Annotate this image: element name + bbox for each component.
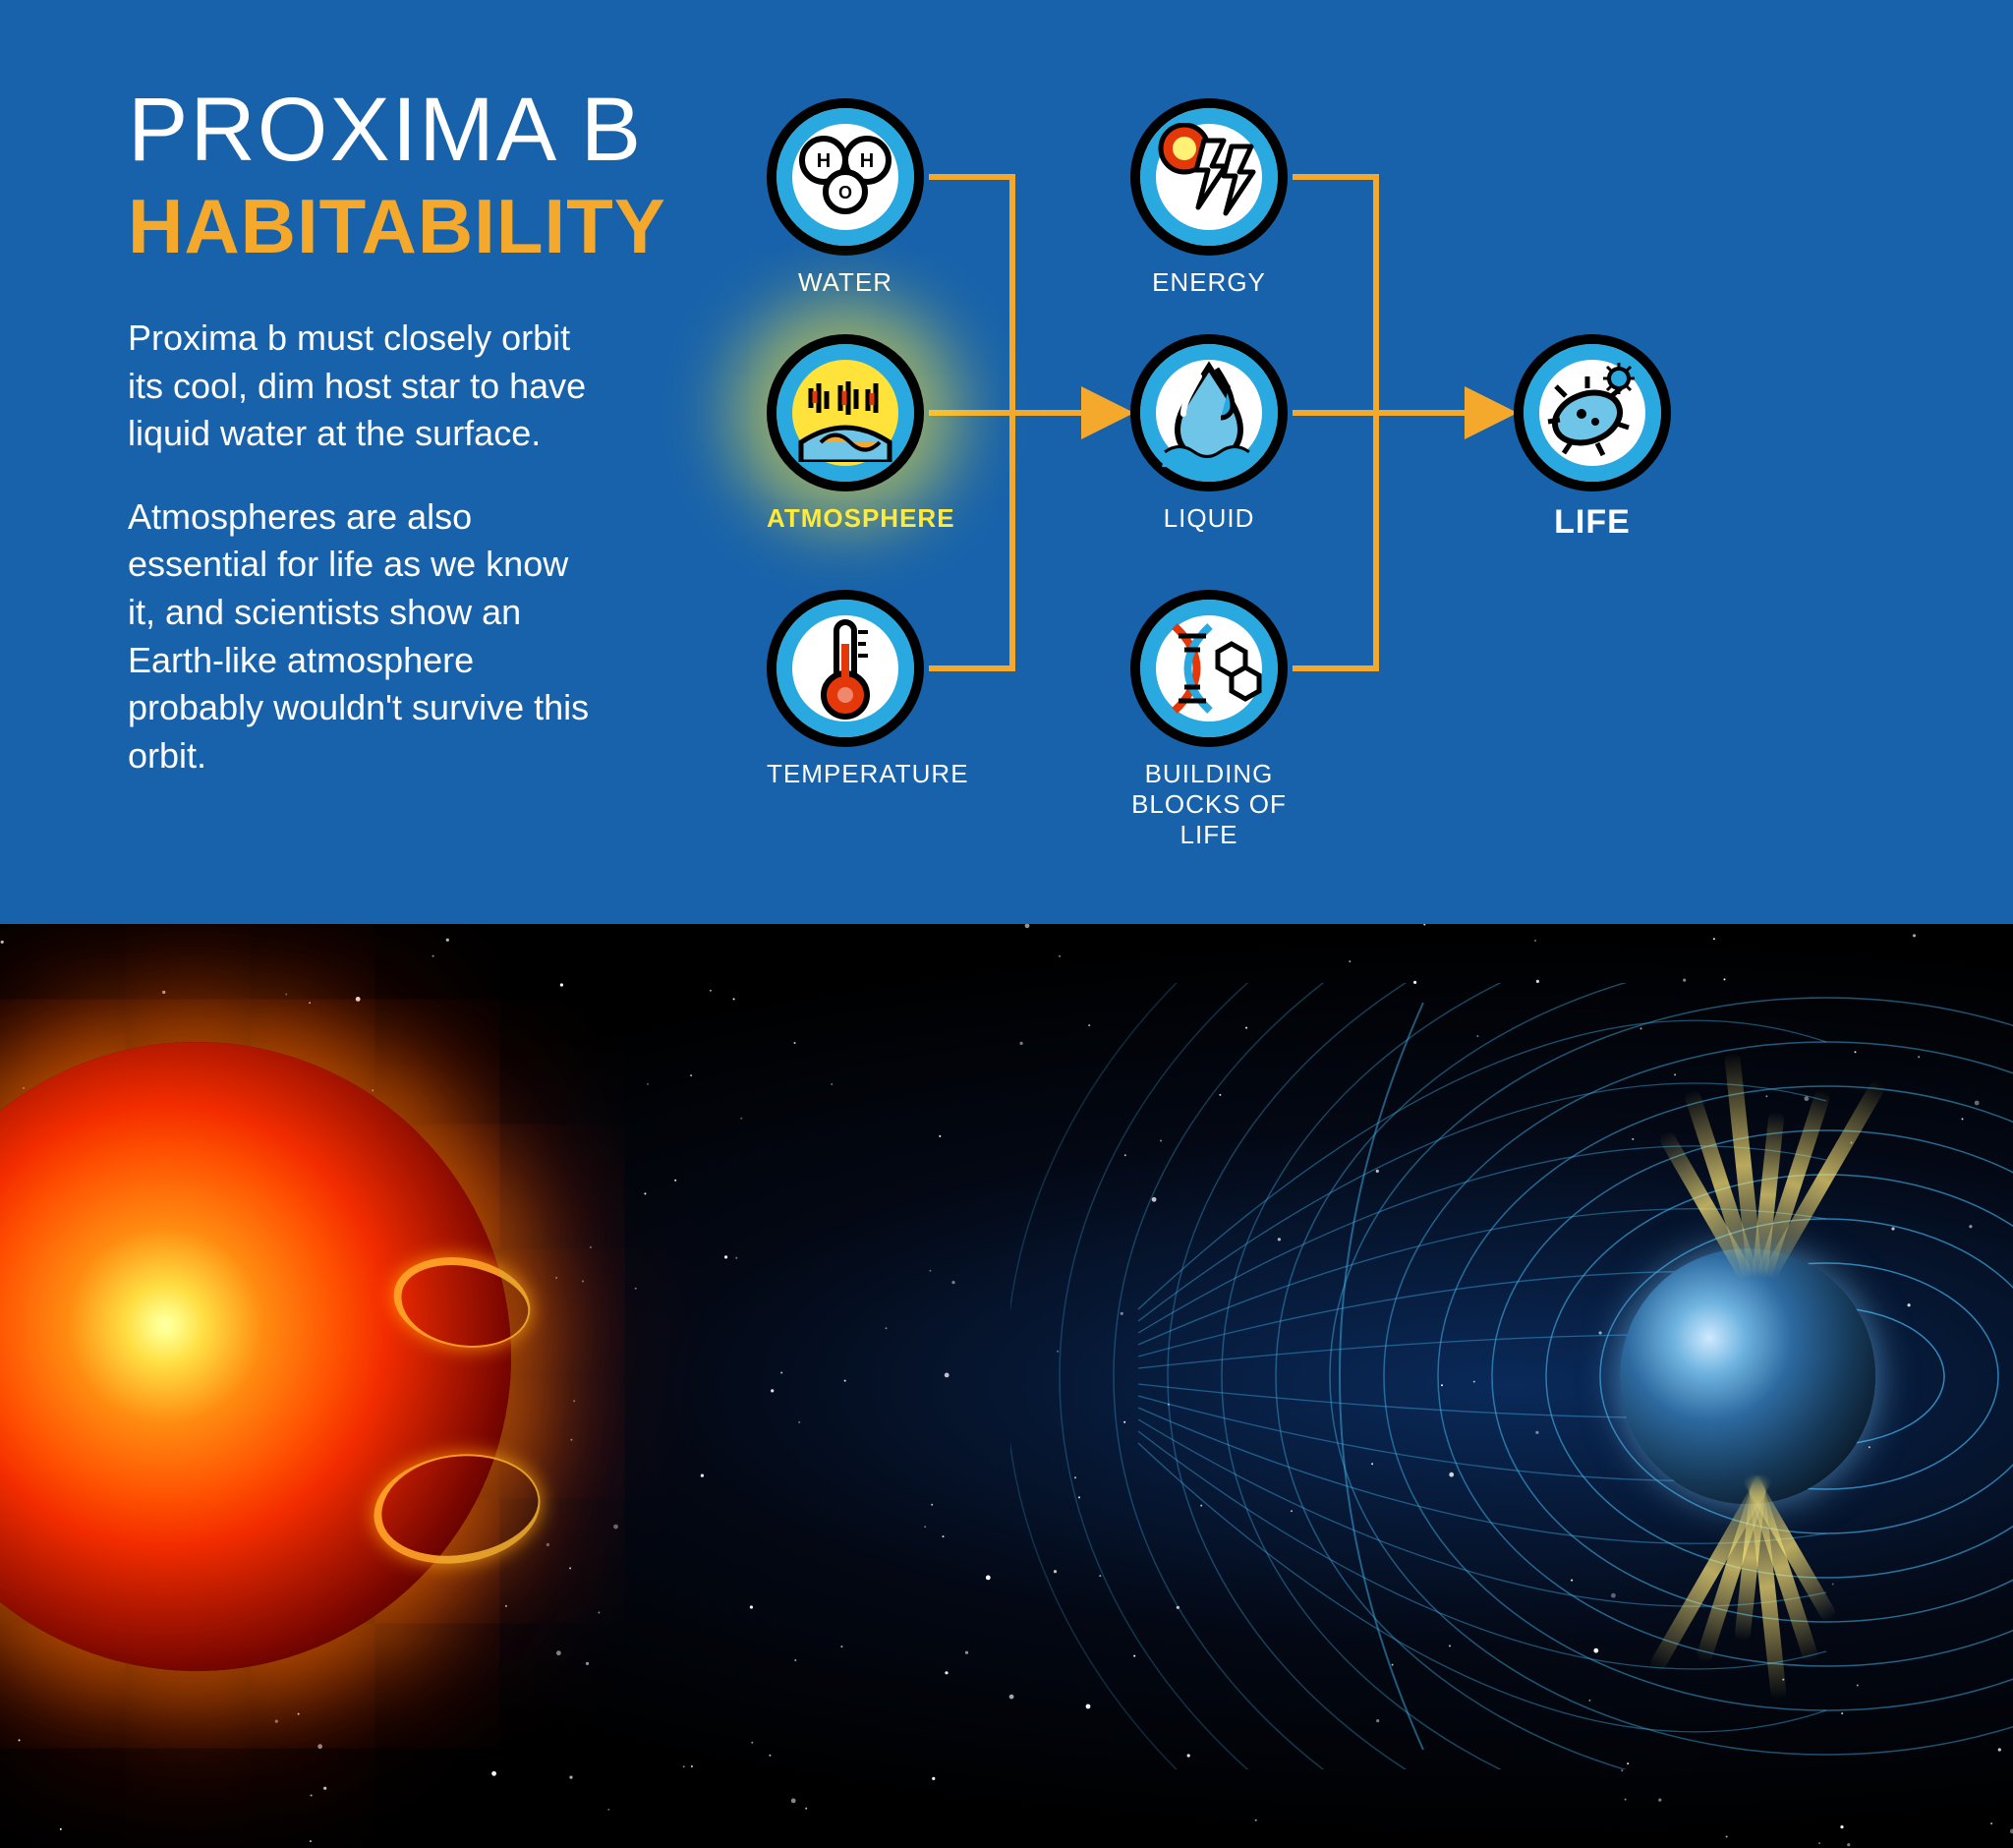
node-life: LIFE	[1514, 334, 1671, 542]
node-temperature: TEMPERATURE	[767, 590, 924, 789]
h2o-icon: H H O	[767, 98, 924, 256]
planet-with-magnetosphere	[1620, 1248, 1875, 1504]
atmosphere-icon	[767, 334, 924, 491]
node-liquid-label: LIQUID	[1130, 503, 1288, 534]
title-block: PROXIMA B HABITABILITY	[128, 79, 666, 271]
node-water: H H O WATER	[767, 98, 924, 298]
node-building-blocks-label: BUILDING BLOCKS OF LIFE	[1130, 759, 1288, 850]
node-water-label: WATER	[767, 267, 924, 298]
node-life-label: LIFE	[1514, 503, 1671, 542]
node-atmosphere: ATMOSPHERE	[767, 334, 924, 534]
node-building-blocks: BUILDING BLOCKS OF LIFE	[1130, 590, 1288, 850]
droplet-icon	[1130, 334, 1288, 491]
svg-text:H: H	[817, 150, 831, 172]
planet-icon	[1620, 1248, 1875, 1504]
svg-text:H: H	[860, 150, 874, 172]
node-liquid: LIQUID	[1130, 334, 1288, 534]
title-line1: PROXIMA B	[128, 79, 666, 182]
flow-diagram: H H O WATER	[688, 59, 1966, 904]
body-text: Proxima b must closely orbit its cool, d…	[128, 315, 600, 815]
microbe-icon	[1514, 334, 1671, 491]
lightning-icon	[1130, 98, 1288, 256]
node-temperature-label: TEMPERATURE	[767, 759, 924, 789]
title-line2: HABITABILITY	[128, 182, 666, 271]
svg-text:O: O	[838, 183, 852, 202]
thermometer-icon	[767, 590, 924, 747]
bottom-panel	[0, 924, 2013, 1848]
body-paragraph-1: Proxima b must closely orbit its cool, d…	[128, 315, 600, 458]
dna-icon	[1130, 590, 1288, 747]
node-atmosphere-label: ATMOSPHERE	[767, 503, 924, 534]
node-energy: ENERGY	[1130, 98, 1288, 298]
node-energy-label: ENERGY	[1130, 267, 1288, 298]
body-paragraph-2: Atmospheres are also essential for life …	[128, 493, 600, 780]
top-panel: PROXIMA B HABITABILITY Proxima b must cl…	[0, 0, 2013, 924]
